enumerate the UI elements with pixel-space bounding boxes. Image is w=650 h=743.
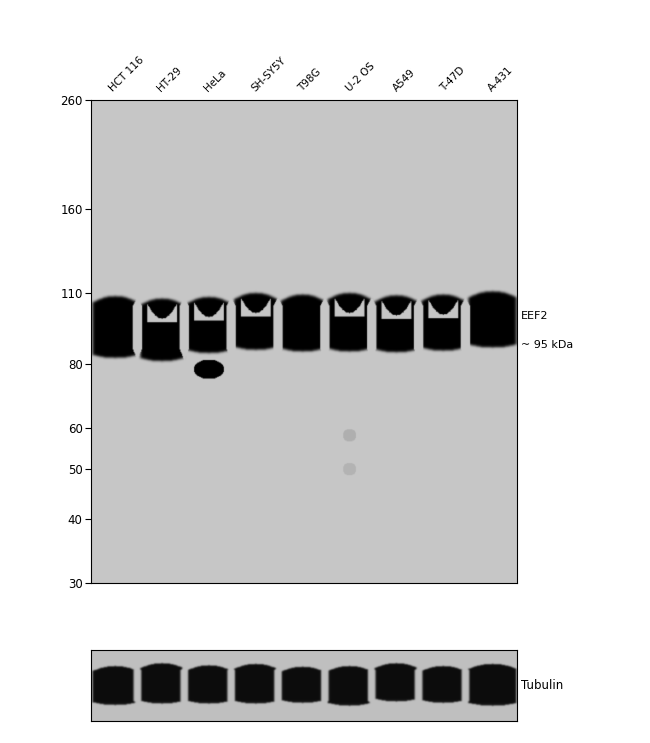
- Text: SH-SY5Y: SH-SY5Y: [250, 55, 287, 93]
- Text: HCT 116: HCT 116: [108, 54, 146, 93]
- Text: T-47D: T-47D: [439, 65, 467, 93]
- Text: HeLa: HeLa: [202, 68, 228, 93]
- Text: ~ 95 kDa: ~ 95 kDa: [521, 340, 573, 350]
- Text: EEF2: EEF2: [521, 311, 549, 321]
- Text: T98G: T98G: [297, 66, 324, 93]
- Text: A-431: A-431: [486, 65, 515, 93]
- Text: U-2 OS: U-2 OS: [344, 60, 376, 93]
- Text: A549: A549: [391, 67, 417, 93]
- Text: HT-29: HT-29: [155, 65, 183, 93]
- Text: Tubulin: Tubulin: [521, 679, 564, 692]
